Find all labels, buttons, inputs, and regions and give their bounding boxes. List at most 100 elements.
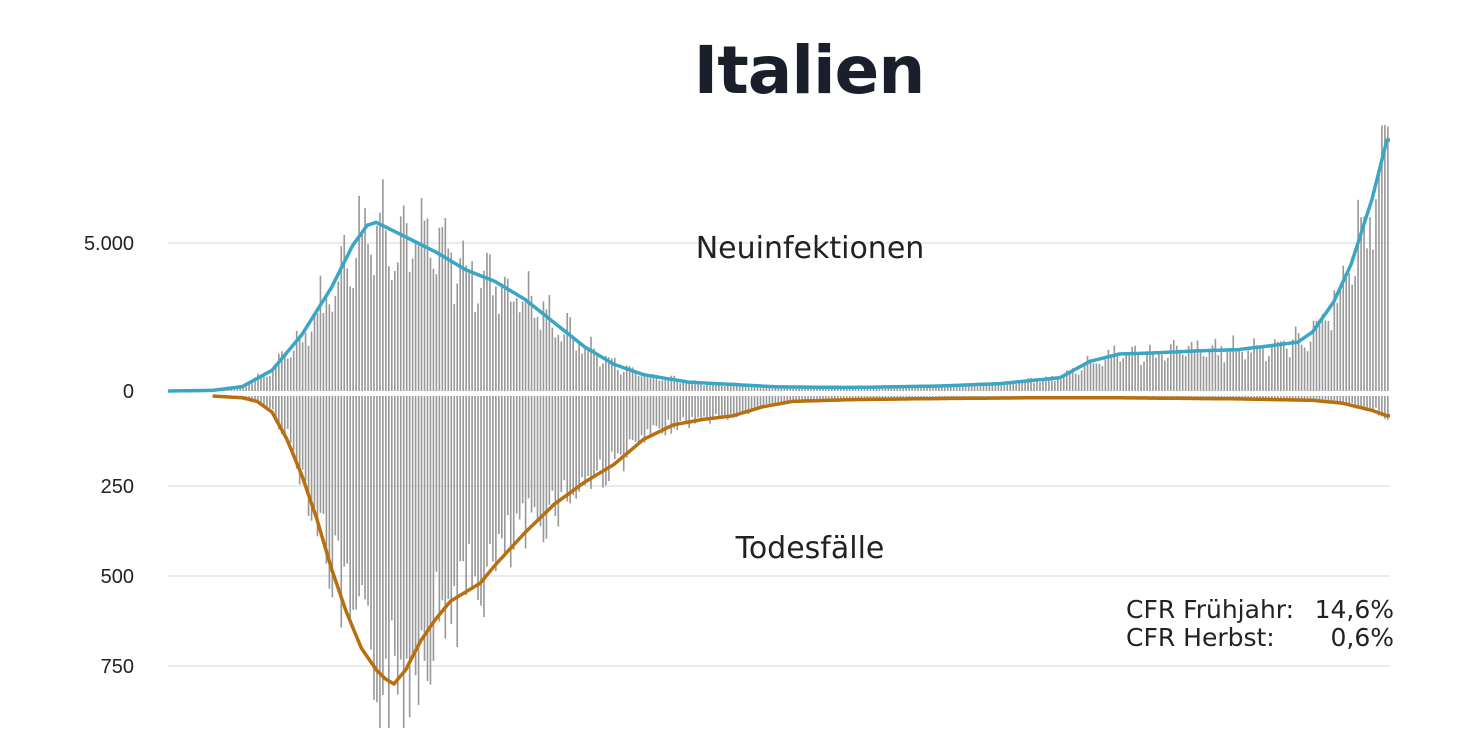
infection-bar [729, 384, 732, 391]
infection-bar [697, 383, 699, 391]
infection-bar [688, 382, 690, 391]
cfr-spring-row: CFR Frühjahr: 14,6% [1126, 596, 1394, 624]
infection-bar [961, 385, 964, 391]
infection-bar [1104, 359, 1107, 391]
death-bar [1366, 396, 1368, 409]
death-bar [542, 396, 545, 543]
infection-bar [1244, 359, 1246, 391]
infection-bar [831, 387, 833, 391]
death-bar [310, 396, 313, 521]
infection-bar [492, 295, 494, 391]
death-bar [266, 396, 268, 408]
deaths-series-label: Todesfälle [735, 531, 885, 566]
death-bar [581, 396, 583, 478]
death-bar [292, 396, 295, 451]
infection-bar [628, 366, 631, 391]
infection-bar [1342, 265, 1345, 391]
infection-bar [334, 295, 337, 391]
infection-bar [322, 312, 325, 391]
infection-bar [1339, 288, 1342, 391]
death-bar [376, 396, 378, 703]
death-bar [319, 396, 322, 513]
infection-bar [304, 332, 307, 391]
death-bar [486, 396, 488, 567]
infection-bar [721, 385, 723, 391]
death-bar [786, 396, 789, 404]
infection-bar [1116, 353, 1119, 391]
death-bar [275, 396, 277, 421]
death-bar [619, 396, 622, 455]
infection-bar [462, 240, 464, 391]
infection-bar [735, 383, 738, 391]
death-bar [652, 396, 655, 426]
infection-bar [269, 376, 271, 391]
infection-bar [242, 386, 244, 391]
death-bar [756, 396, 759, 410]
infection-bar [649, 377, 652, 391]
death-bar [1336, 396, 1339, 403]
infection-bar [1134, 345, 1136, 391]
death-bar [307, 396, 310, 517]
death-bar [1318, 396, 1321, 401]
infection-bar [631, 367, 634, 391]
death-bar [643, 396, 646, 443]
infection-bar [313, 313, 316, 391]
death-bar [572, 396, 574, 496]
infection-bar [661, 380, 664, 391]
cfr-autumn-label: CFR Herbst: [1126, 623, 1275, 652]
death-bar [753, 396, 756, 408]
death-bar [768, 396, 771, 405]
death-bar [670, 396, 673, 434]
infection-bar [1214, 338, 1217, 391]
infection-bar [1042, 378, 1044, 391]
infection-bar [1285, 348, 1288, 391]
infection-bar [640, 376, 643, 391]
death-bar [735, 396, 738, 418]
infection-bar [762, 387, 765, 391]
infection-bar [587, 349, 589, 391]
infection-bar [1226, 351, 1229, 391]
death-bar [602, 396, 604, 488]
death-bar [721, 396, 723, 416]
death-bar [738, 396, 741, 412]
death-bar [747, 396, 750, 415]
infection-bar [1164, 360, 1166, 391]
infection-bar [506, 278, 509, 391]
death-bar [1315, 396, 1318, 401]
infection-bar [251, 383, 253, 391]
infection-bar [503, 276, 506, 391]
death-bar [435, 396, 438, 572]
death-bar [1271, 396, 1273, 399]
infection-bar [1271, 346, 1273, 391]
infection-bar [1080, 370, 1083, 391]
infection-bar [1098, 363, 1101, 391]
infection-bar [1149, 344, 1151, 391]
infection-bar [1306, 351, 1309, 391]
infection-bar [941, 384, 943, 391]
death-bar [283, 396, 286, 437]
infection-bar [486, 252, 488, 391]
infection-bar [834, 387, 836, 391]
infection-bar [1077, 374, 1080, 391]
infection-bar [1039, 382, 1041, 391]
infection-bar [331, 311, 334, 391]
infection-bar [1220, 346, 1223, 391]
infection-bar [712, 383, 714, 391]
infection-bar [682, 382, 685, 391]
death-bar [379, 396, 381, 728]
infection-bar [1333, 290, 1336, 391]
infection-bar [1229, 350, 1232, 391]
infection-bar [521, 301, 524, 391]
infection-bar [804, 386, 806, 391]
death-bar [723, 396, 726, 416]
death-bar [373, 396, 375, 700]
infection-bar [932, 386, 934, 391]
death-bar [816, 396, 818, 401]
infection-bar [836, 387, 839, 391]
infection-bar [301, 342, 304, 391]
death-bar [691, 396, 693, 418]
infection-bar [646, 375, 649, 391]
infection-bar [1169, 344, 1172, 391]
death-bar [625, 396, 628, 458]
infection-bar [254, 377, 256, 391]
